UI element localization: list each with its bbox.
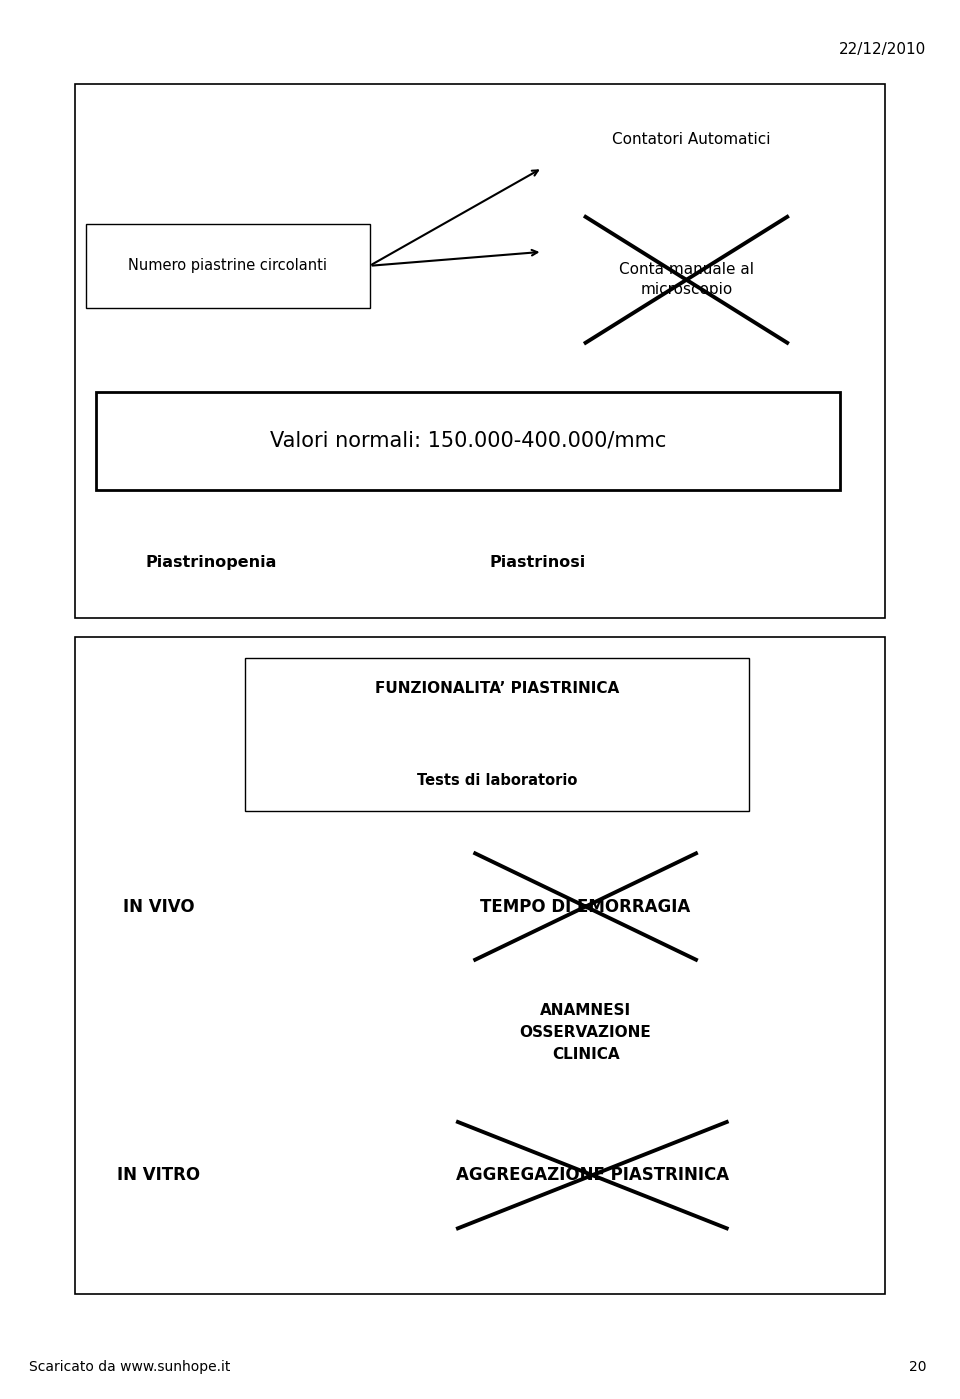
Text: Piastrinosi: Piastrinosi (490, 555, 586, 569)
FancyBboxPatch shape (96, 392, 840, 490)
Text: Piastrinopenia: Piastrinopenia (146, 555, 276, 569)
Text: TEMPO DI EMORRAGIA: TEMPO DI EMORRAGIA (480, 898, 691, 915)
Text: AGGREGAZIONE PIASTRINICA: AGGREGAZIONE PIASTRINICA (456, 1167, 729, 1184)
Text: 22/12/2010: 22/12/2010 (839, 42, 926, 57)
FancyBboxPatch shape (245, 658, 749, 811)
Text: Valori normali: 150.000-400.000/mmc: Valori normali: 150.000-400.000/mmc (270, 431, 666, 450)
Text: Tests di laboratorio: Tests di laboratorio (417, 774, 578, 788)
Text: Numero piastrine circolanti: Numero piastrine circolanti (129, 259, 327, 273)
Text: Conta manuale al
microscopio: Conta manuale al microscopio (619, 263, 754, 297)
FancyBboxPatch shape (86, 224, 370, 308)
Text: 20: 20 (909, 1360, 926, 1374)
FancyBboxPatch shape (75, 637, 885, 1294)
Text: ANAMNESI
OSSERVAZIONE
CLINICA: ANAMNESI OSSERVAZIONE CLINICA (519, 1003, 652, 1062)
Text: Contatori Automatici: Contatori Automatici (612, 133, 771, 147)
Text: IN VITRO: IN VITRO (117, 1167, 200, 1184)
Text: FUNZIONALITA’ PIASTRINICA: FUNZIONALITA’ PIASTRINICA (375, 681, 619, 695)
Text: IN VIVO: IN VIVO (123, 898, 194, 915)
Text: Scaricato da www.sunhope.it: Scaricato da www.sunhope.it (29, 1360, 230, 1374)
FancyBboxPatch shape (75, 84, 885, 618)
